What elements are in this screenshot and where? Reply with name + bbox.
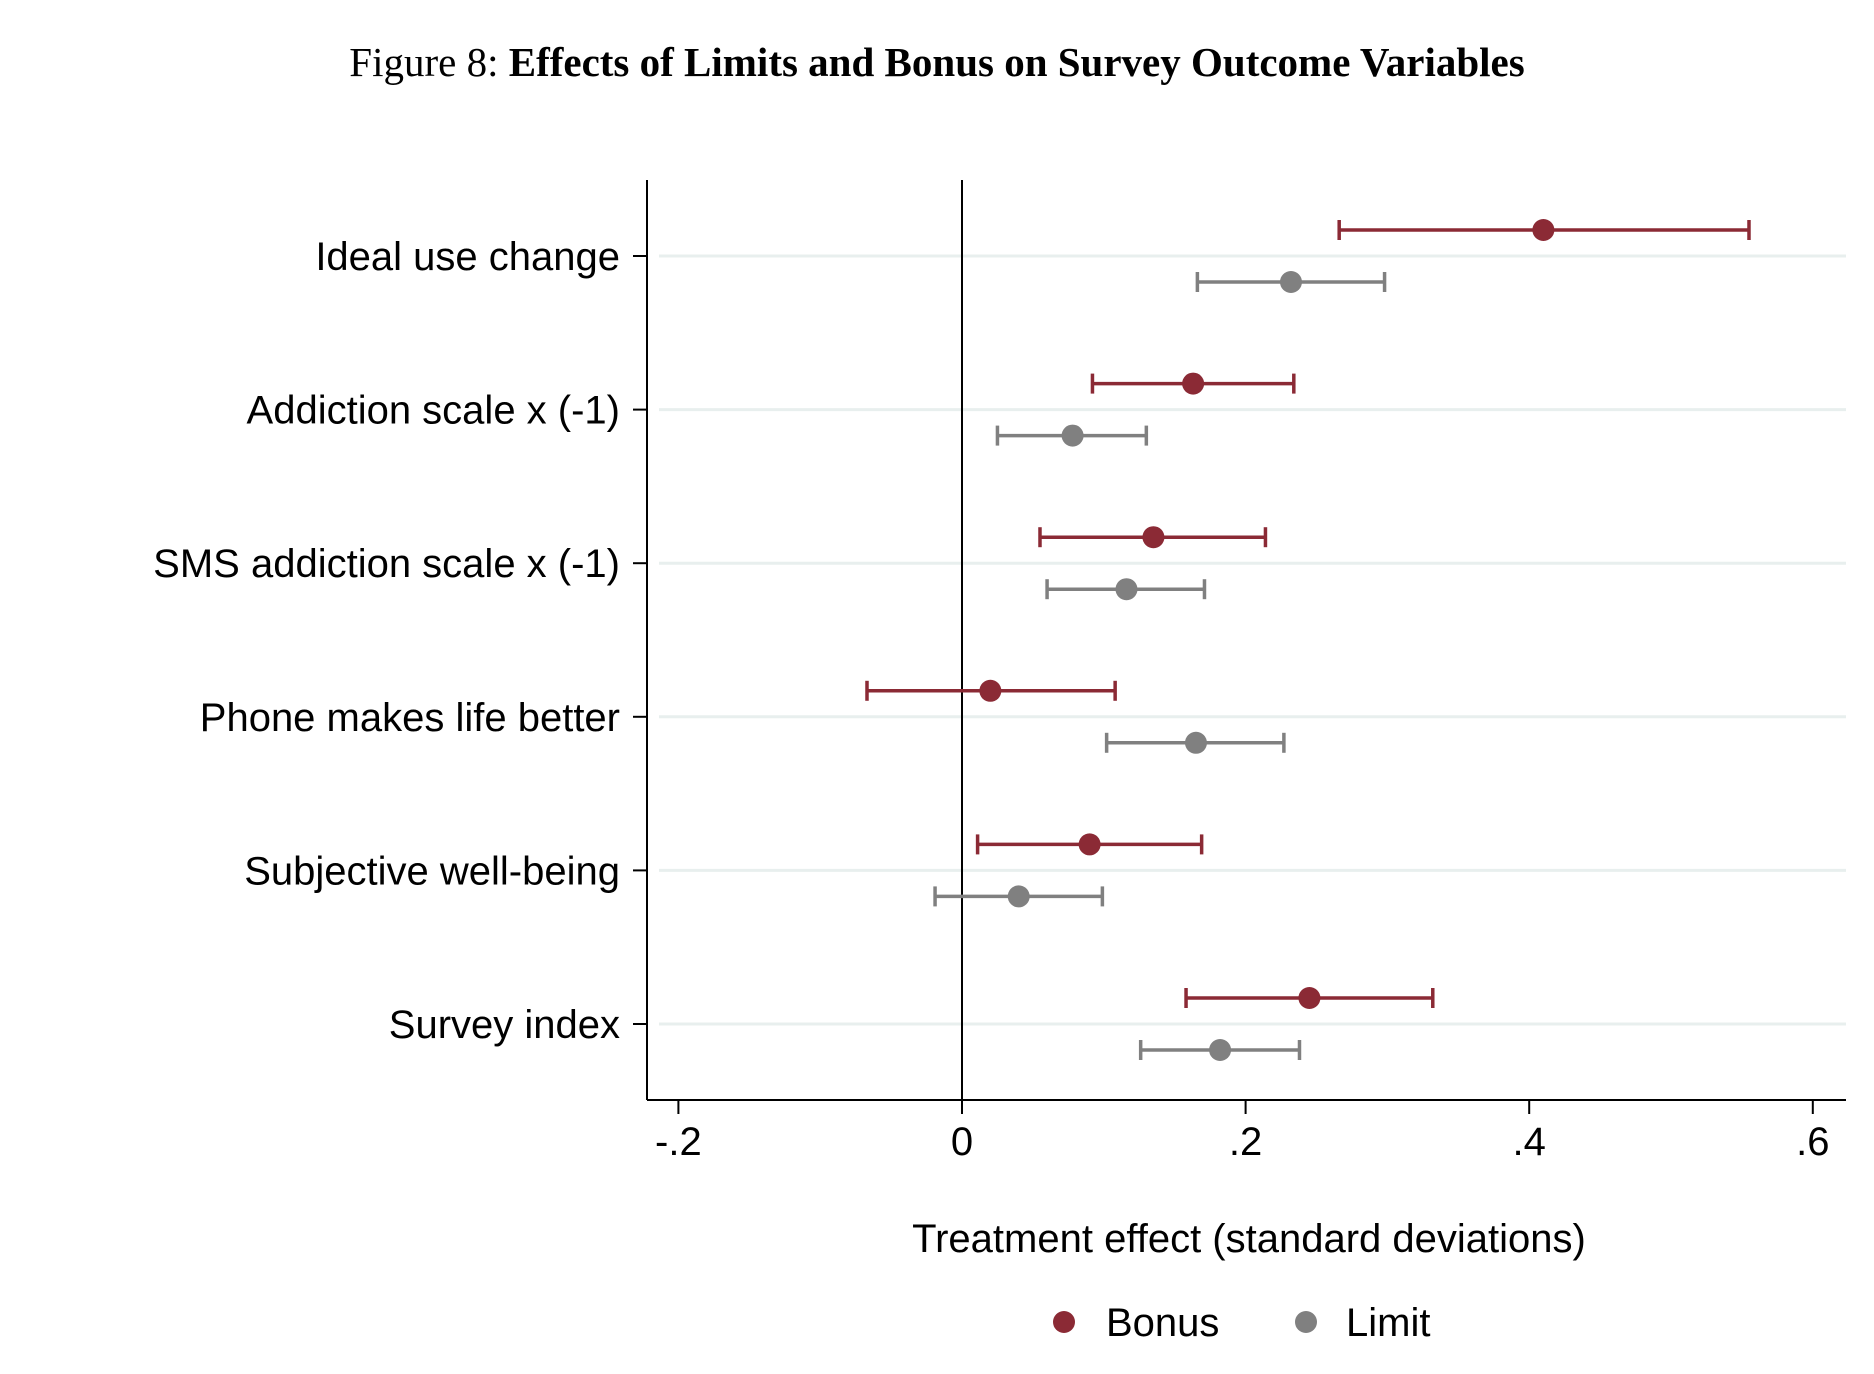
y-axis-category-labels: Ideal use change Addiction scale x (-1) SM… <box>153 235 647 1047</box>
x-axis-title: Treatment effect (standard deviations) <box>912 1217 1586 1261</box>
x-tick-label: .2 <box>1229 1120 1262 1164</box>
estimate-marks <box>865 219 1751 1061</box>
grid-lines <box>659 254 1846 1026</box>
estimate-point <box>1007 885 1030 908</box>
estimate-point <box>1209 1039 1232 1061</box>
estimate-point <box>1142 526 1165 549</box>
y-category-label: Addiction scale x (-1) <box>247 389 620 433</box>
figure-number: Figure 8: <box>349 39 499 85</box>
legend-label: Bonus <box>1106 1301 1219 1345</box>
estimate-point <box>1115 578 1138 601</box>
y-category-label: SMS addiction scale x (-1) <box>153 542 620 586</box>
x-tick-label: 0 <box>951 1120 973 1164</box>
x-tick-label: .6 <box>1796 1120 1829 1164</box>
x-tick-label: .4 <box>1513 1120 1546 1164</box>
estimate-point <box>1532 219 1555 241</box>
estimate-point <box>979 679 1002 702</box>
y-category-label: Ideal use change <box>315 235 620 279</box>
estimate-point <box>1182 372 1205 395</box>
y-category-label: Survey index <box>389 1003 620 1047</box>
estimate-point <box>1298 987 1321 1009</box>
estimate-point <box>1061 424 1084 447</box>
y-category-label: Phone makes life better <box>200 696 620 740</box>
estimate-point <box>1279 271 1302 293</box>
plot-axes <box>646 180 1846 1101</box>
estimate-point <box>1184 731 1207 754</box>
estimate-point <box>1078 833 1101 856</box>
legend-marker <box>1295 1311 1317 1333</box>
figure-title: Figure 8: Effects of Limits and Bonus on… <box>0 38 1874 86</box>
x-axis-ticks: -.2 0 .2 .4 .6 <box>655 1100 1829 1164</box>
legend-marker <box>1053 1311 1075 1333</box>
legend-label: Limit <box>1346 1301 1430 1345</box>
legend: Bonus Limit <box>1053 1301 1430 1345</box>
figure-title-text: Effects of Limits and Bonus on Survey Ou… <box>508 39 1525 85</box>
y-category-label: Subjective well-being <box>244 849 620 893</box>
x-tick-label: -.2 <box>655 1120 702 1164</box>
